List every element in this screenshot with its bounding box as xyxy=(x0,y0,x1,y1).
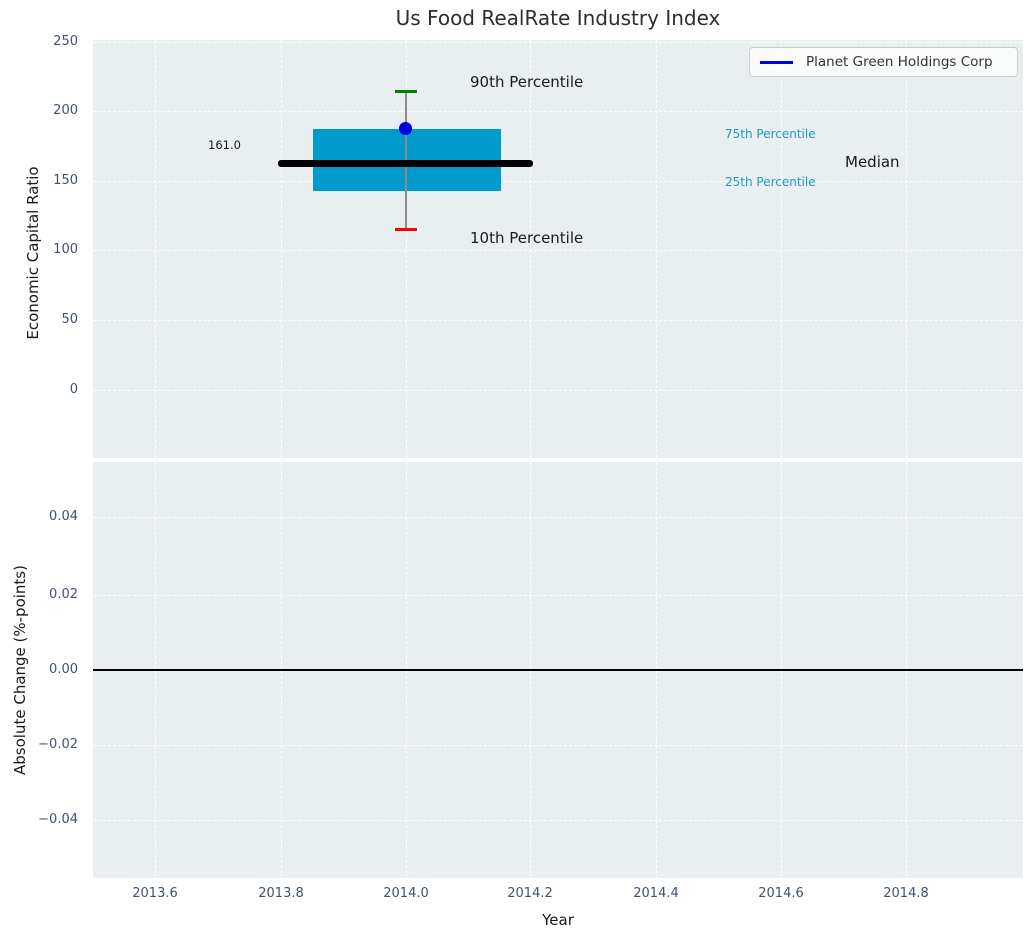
p10-whisker-cap xyxy=(395,228,417,231)
grid-line xyxy=(93,250,1023,251)
chart-title: Us Food RealRate Industry Index xyxy=(395,6,721,30)
grid-line xyxy=(93,111,1023,112)
legend-line-icon xyxy=(760,60,793,64)
grid-line xyxy=(781,40,782,458)
y-tick-label: 150 xyxy=(53,173,78,188)
grid-line xyxy=(93,320,1023,321)
annotation-10th-percentile: 10th Percentile xyxy=(470,229,584,247)
x-tick-label: 2014.0 xyxy=(383,886,429,901)
annotation-90th-percentile: 90th Percentile xyxy=(470,73,584,91)
x-tick-label: 2014.4 xyxy=(633,886,679,901)
y-tick-label: 0.04 xyxy=(49,509,78,524)
y-tick-label: 250 xyxy=(53,34,78,49)
grid-line xyxy=(906,40,907,458)
annotation-75th-percentile: 75th Percentile xyxy=(725,127,816,141)
grid-line xyxy=(656,40,657,458)
y-tick-label: 100 xyxy=(53,242,78,257)
grid-line xyxy=(406,40,407,458)
y-tick-label: 200 xyxy=(53,103,78,118)
bottom-axes-change xyxy=(93,462,1023,878)
company-point-marker xyxy=(399,122,412,135)
legend-label: Planet Green Holdings Corp xyxy=(806,54,993,70)
p90-whisker-cap xyxy=(395,90,417,93)
legend: Planet Green Holdings Corp xyxy=(749,47,1018,77)
x-tick-label: 2013.6 xyxy=(132,886,178,901)
annotation-median: Median xyxy=(845,153,900,171)
annotation-median-value: 161.0 xyxy=(208,138,241,152)
y-axis-label-top: Economic Capital Ratio xyxy=(24,166,42,340)
grid-line xyxy=(93,181,1023,182)
x-tick-label: 2014.6 xyxy=(758,886,804,901)
y-tick-label: 0.00 xyxy=(49,662,78,677)
x-tick-label: 2014.8 xyxy=(883,886,929,901)
median-line xyxy=(278,160,533,167)
x-axis-label: Year xyxy=(542,911,574,929)
grid-line xyxy=(155,40,156,458)
annotation-25th-percentile: 25th Percentile xyxy=(725,175,816,189)
grid-line xyxy=(93,42,1023,43)
y-tick-label: −0.04 xyxy=(38,812,78,827)
grid-line xyxy=(281,40,282,458)
x-tick-label: 2013.8 xyxy=(258,886,304,901)
grid-line xyxy=(93,517,1023,518)
zero-reference-line xyxy=(93,669,1023,671)
grid-line xyxy=(93,390,1023,391)
x-tick-label: 2014.2 xyxy=(507,886,553,901)
grid-line xyxy=(93,745,1023,746)
y-tick-label: −0.02 xyxy=(38,737,78,752)
grid-line xyxy=(530,40,531,458)
grid-line xyxy=(93,820,1023,821)
y-tick-label: 0.02 xyxy=(49,587,78,602)
grid-line xyxy=(93,595,1023,596)
y-tick-label: 50 xyxy=(61,312,78,327)
top-axes-boxplot: 90th Percentile 75th Percentile Median 2… xyxy=(93,40,1023,458)
y-axis-label-bottom: Absolute Change (%-points) xyxy=(11,565,29,775)
y-tick-label: 0 xyxy=(69,382,78,397)
